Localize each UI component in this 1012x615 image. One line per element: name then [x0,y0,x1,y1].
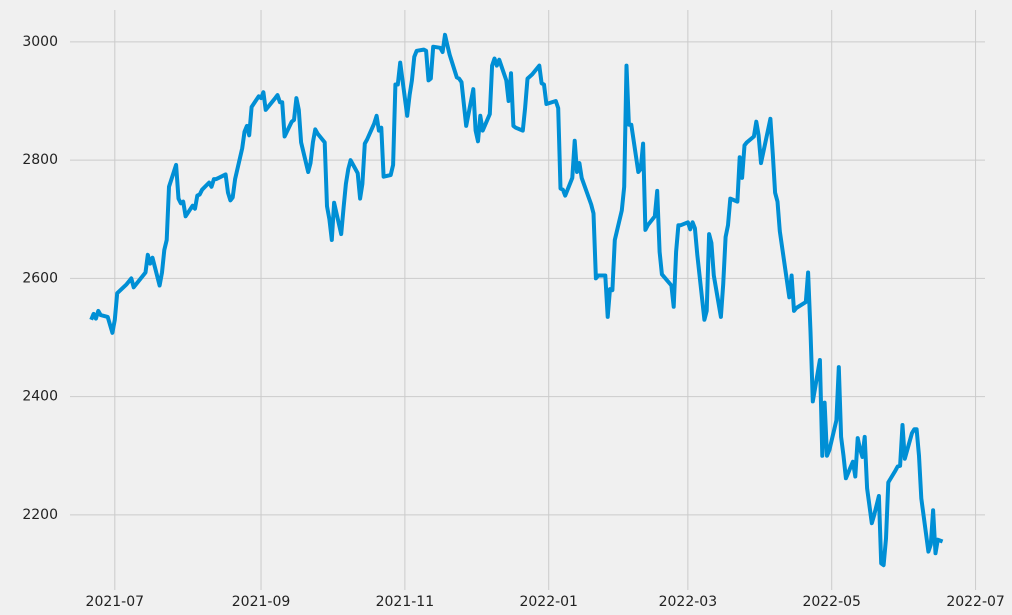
y-tick-label: 2400 [22,389,58,405]
x-tick-label: 2022-07 [946,594,1005,610]
y-tick-label: 3000 [22,34,58,50]
x-tick-label: 2021-11 [376,594,435,610]
x-tick-label: 2022-05 [802,594,861,610]
y-tick-label: 2800 [22,152,58,168]
x-tick-label: 2021-07 [86,594,145,610]
line [89,32,944,568]
x-tick-label: 2022-01 [519,594,578,610]
x-tick-label: 2022-03 [659,594,718,610]
y-tick-label: 2200 [22,507,58,523]
y-tick-label: 2600 [22,270,58,286]
x-tick-label: 2021-09 [232,594,291,610]
